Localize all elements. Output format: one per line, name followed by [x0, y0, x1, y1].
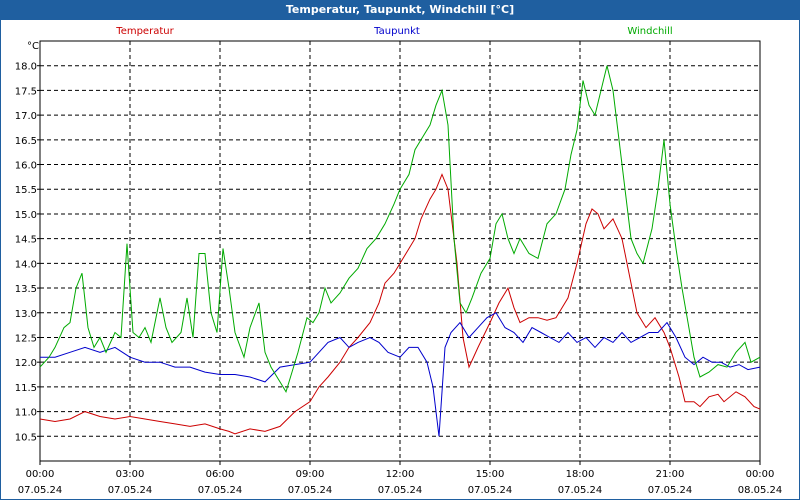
y-axis-ticks: 10.5 11.0 11.5 12.0 12.5 13.0 13.5 14.0 14.5 15.0… [15, 62, 40, 443]
y-tick-label: 15.0 [15, 210, 37, 221]
chart-title: Temperatur, Taupunkt, Windchill [°C] [1, 1, 799, 20]
legend: Temperatur Taupunkt Windchill [115, 26, 672, 37]
x-tick-time: 06:00 [206, 469, 235, 480]
y-tick-label: 11.5 [15, 383, 37, 394]
y-tick-label: 10.5 [15, 432, 37, 443]
series-line-temperatur [39, 173, 761, 435]
x-tick-date: 08.05.24 [738, 485, 783, 496]
x-tick-time: 15:00 [476, 469, 505, 480]
x-tick-date: 07.05.24 [108, 485, 153, 496]
x-tick-date: 07.05.24 [558, 485, 603, 496]
y-tick-label: 14.0 [15, 259, 37, 270]
x-tick-date: 07.05.24 [648, 485, 693, 496]
x-tick-time: 09:00 [296, 469, 325, 480]
x-axis-ticks: 00:00 07.05.24 03:00 07.05.24 06:00 07.05.24 0… [18, 461, 783, 496]
series-line-taupunkt [40, 312, 761, 437]
x-tick-date: 07.05.24 [198, 485, 243, 496]
y-tick-label: 13.0 [15, 309, 37, 320]
y-tick-label: 16.5 [15, 136, 37, 147]
legend-entry: Temperatur [115, 26, 174, 37]
y-tick-label: 17.0 [15, 111, 37, 122]
legend-entry: Windchill [627, 26, 672, 37]
x-tick-time: 18:00 [566, 469, 595, 480]
grid-lines [40, 41, 760, 461]
y-tick-label: 13.5 [15, 284, 37, 295]
x-tick-date: 07.05.24 [18, 485, 63, 496]
x-tick-date: 07.05.24 [288, 485, 333, 496]
y-tick-label: 12.5 [15, 333, 37, 344]
x-tick-time: 00:00 [746, 469, 775, 480]
x-tick-date: 07.05.24 [378, 485, 423, 496]
x-tick-date: 07.05.24 [468, 485, 513, 496]
y-tick-label: 14.5 [15, 235, 37, 246]
x-tick-time: 21:00 [656, 469, 685, 480]
y-tick-label: 15.5 [15, 185, 37, 196]
y-tick-label: 17.5 [15, 86, 37, 97]
y-tick-label: 16.0 [15, 161, 37, 172]
y-tick-label: 18.0 [15, 62, 37, 73]
x-tick-time: 12:00 [386, 469, 415, 480]
x-tick-time: 03:00 [116, 469, 145, 480]
y-tick-label: 12.0 [15, 358, 37, 369]
y-tick-label: 11.0 [15, 408, 37, 419]
series-line-windchill [39, 65, 761, 394]
series-lines [39, 65, 761, 437]
legend-entry: Taupunkt [373, 26, 420, 37]
x-tick-time: 00:00 [26, 469, 55, 480]
y-axis-unit: °C [27, 41, 39, 52]
